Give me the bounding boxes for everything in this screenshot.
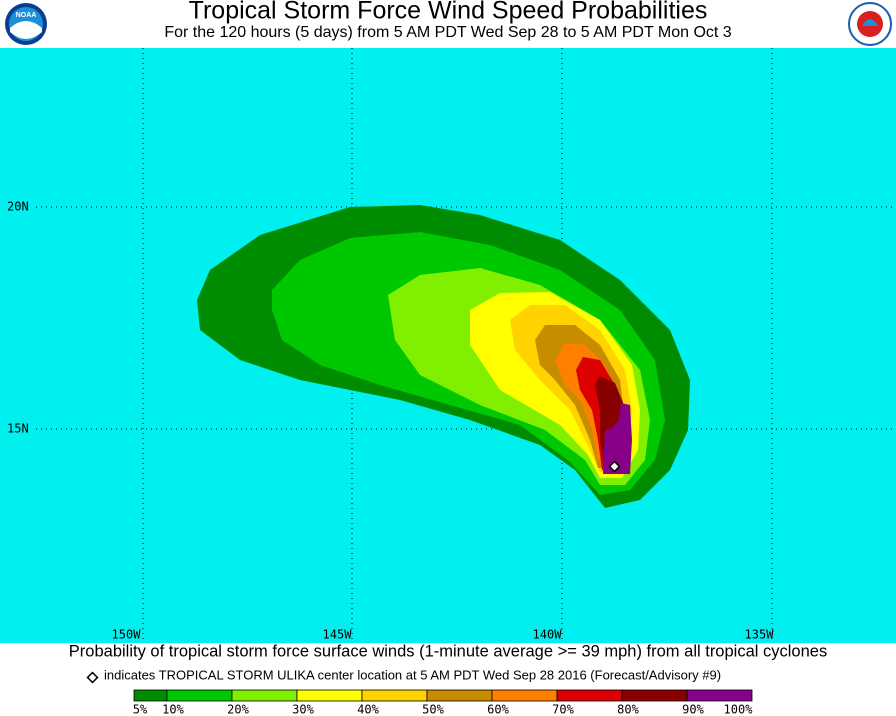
legend-swatch [133,689,168,702]
legend-label: 5% [133,703,148,716]
legend-swatch [491,689,558,702]
legend-swatch [621,689,688,702]
legend-swatch [556,689,623,702]
legend-label: 60% [487,703,509,716]
legend-swatch [686,689,753,702]
probability-contours [197,205,690,508]
graticule [36,48,896,643]
legend-label: 100% [724,703,754,716]
center-marker [86,671,99,684]
legend-label: 50% [422,703,444,716]
caption: Probability of tropical storm force surf… [69,642,827,660]
legend-swatch [426,689,493,702]
lon-label: 150W [112,628,142,642]
subtitle: For the 120 hours (5 days) from 5 AM PDT… [164,24,731,41]
nws-logo [848,2,892,46]
legend-swatch [296,689,363,702]
lon-label: 145W [323,628,353,642]
noaa-logo: NOAA [5,3,47,45]
legend-label: 90% [682,703,704,716]
legend-swatch [231,689,298,702]
legend-swatch [166,689,233,702]
legend-swatch [361,689,428,702]
lon-label: 135W [745,628,775,642]
legend-label: 30% [292,703,314,716]
legend-label: 40% [357,703,379,716]
note: indicates TROPICAL STORM ULIKA center lo… [104,667,721,682]
logo-text: NOAA [16,12,37,19]
lat-label: 20N [7,200,29,214]
lon-label: 140W [533,628,563,642]
legend-label: 70% [552,703,574,716]
legend-label: 80% [617,703,639,716]
lat-label: 15N [7,422,29,436]
legend-label: 20% [227,703,249,716]
title: Tropical Storm Force Wind Speed Probabil… [189,0,708,25]
legend-label: 10% [162,703,184,716]
